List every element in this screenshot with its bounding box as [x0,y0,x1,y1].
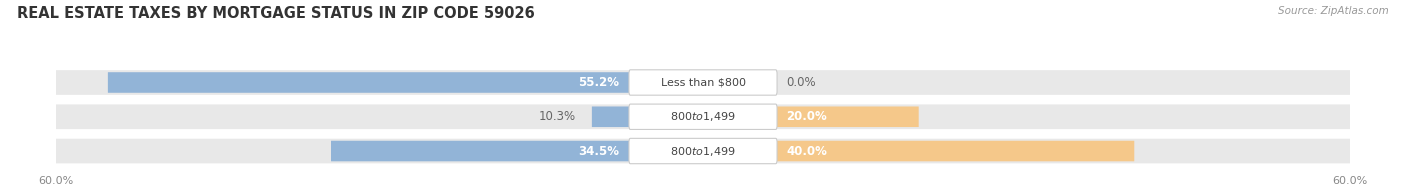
Text: 0.0%: 0.0% [786,76,815,89]
FancyBboxPatch shape [628,138,778,164]
FancyBboxPatch shape [330,141,703,161]
Text: $800 to $1,499: $800 to $1,499 [671,144,735,158]
FancyBboxPatch shape [108,72,703,93]
FancyBboxPatch shape [628,70,778,95]
Text: 40.0%: 40.0% [786,144,827,158]
Text: $800 to $1,499: $800 to $1,499 [671,110,735,123]
Text: 10.3%: 10.3% [538,110,576,123]
Text: 20.0%: 20.0% [786,110,827,123]
FancyBboxPatch shape [51,105,1355,129]
Text: 55.2%: 55.2% [578,76,620,89]
FancyBboxPatch shape [628,104,778,129]
FancyBboxPatch shape [703,141,1135,161]
FancyBboxPatch shape [592,106,703,127]
FancyBboxPatch shape [51,70,1355,95]
FancyBboxPatch shape [51,139,1355,163]
FancyBboxPatch shape [703,106,918,127]
Text: REAL ESTATE TAXES BY MORTGAGE STATUS IN ZIP CODE 59026: REAL ESTATE TAXES BY MORTGAGE STATUS IN … [17,6,534,21]
Text: Source: ZipAtlas.com: Source: ZipAtlas.com [1278,6,1389,16]
Text: Less than $800: Less than $800 [661,77,745,88]
Text: 34.5%: 34.5% [578,144,620,158]
